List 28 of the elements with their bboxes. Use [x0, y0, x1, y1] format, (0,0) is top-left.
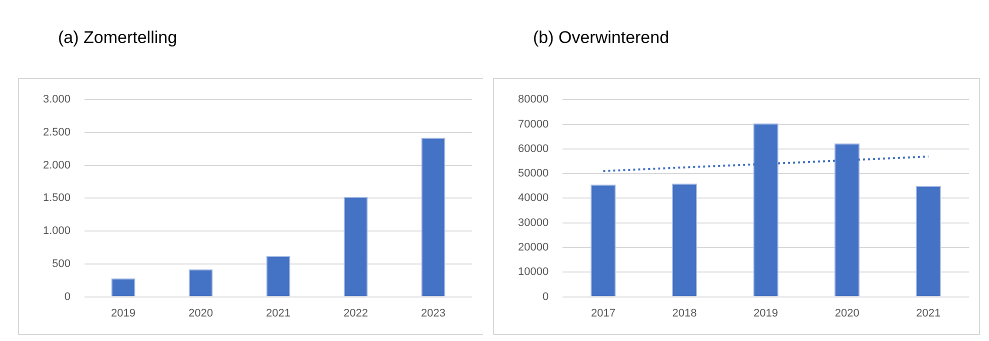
y-tick-label: 2.500 [42, 126, 71, 138]
x-tick-label: 2020 [188, 307, 214, 320]
y-tick-label: 3.000 [42, 94, 71, 106]
x-tick-label: 2017 [590, 307, 616, 320]
y-tick-label: 1.000 [42, 225, 71, 238]
y-tick-label: 80000 [518, 94, 549, 106]
x-tick-label: 2022 [344, 307, 368, 320]
y-tick-label: 30000 [518, 216, 549, 229]
chart-title: (a) Zomertelling [57, 27, 178, 49]
chart-title: (b) Overwinterend [532, 27, 670, 49]
y-tick-label: 500 [52, 258, 71, 270]
y-tick-label: 20000 [518, 242, 549, 254]
y-tick-label: 40000 [518, 192, 549, 204]
y-tick-label: 2.000 [42, 159, 71, 172]
y-tick-label: 0 [64, 290, 71, 303]
x-tick-label: 2021 [916, 307, 941, 320]
y-tick-label: 50000 [518, 168, 549, 180]
x-tick-label: 2021 [266, 307, 291, 320]
x-tick-label: 2019 [111, 307, 136, 320]
x-tick-label: 2023 [421, 307, 446, 320]
x-tick-label: 2019 [754, 307, 778, 320]
y-tick-label: 0 [542, 290, 549, 303]
x-tick-label: 2020 [834, 307, 860, 320]
y-tick-label: 1.500 [42, 192, 71, 204]
y-tick-label: 10000 [518, 266, 549, 278]
x-tick-label: 2018 [672, 307, 697, 320]
y-tick-label: 70000 [518, 118, 549, 130]
y-tick-label: 60000 [518, 142, 549, 155]
